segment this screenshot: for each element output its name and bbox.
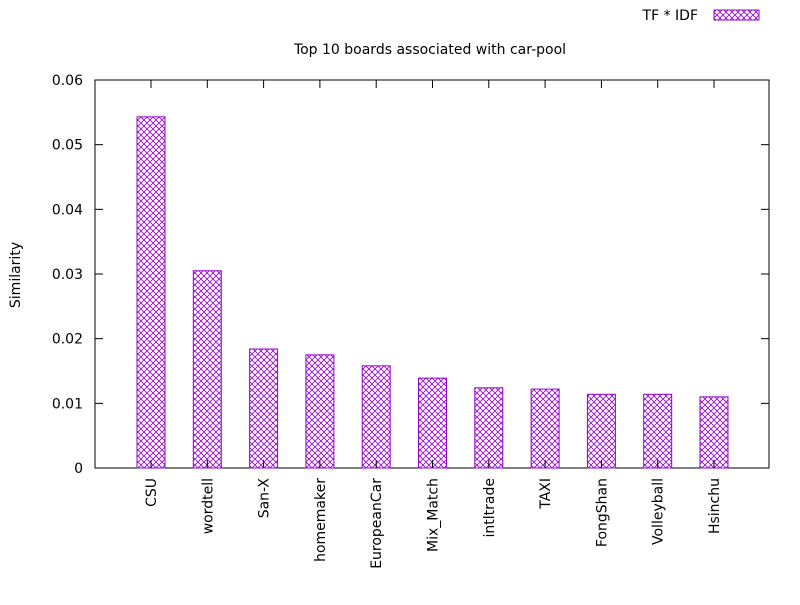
legend-swatch [713,9,760,21]
bar-mix_match [418,377,447,469]
bar-taxi [530,388,560,469]
bar-intltrade [474,387,504,469]
y-tick-label: 0 [74,461,83,477]
y-tick-label: 0.02 [52,332,83,348]
legend: TF * IDF [642,8,760,24]
x-tick-label: Mix_Match [426,478,442,552]
bar-hsinchu [699,396,729,469]
bar-wordtell [192,270,222,469]
y-tick-label: 0.03 [52,267,83,283]
x-tick-label: TAXI [538,478,554,510]
chart-title: Top 10 boards associated with car-pool [293,42,566,58]
y-tick-label: 0.05 [52,138,83,154]
x-tick-label: CSU [144,478,160,507]
x-tick-label: EuropeanCar [369,478,385,569]
x-tick-label: Hsinchu [707,478,723,534]
x-tick-label: intltrade [482,478,498,537]
y-axis: 0 0.01 0.02 0.03 0.04 0.05 0.06 [52,73,769,477]
y-tick-label: 0.06 [52,73,83,89]
y-tick-label: 0.01 [52,396,83,412]
bar-fongshan [586,393,616,469]
bar-san-x [249,348,279,469]
bars [136,116,729,469]
x-tick-label: Volleyball [651,478,667,545]
x-tick-label: wordtell [200,478,216,534]
x-tick-label: San-X [257,478,273,519]
x-tick-label: homemaker [313,478,329,562]
x-axis: CSU wordtell San-X homemaker EuropeanCar Mix_… [144,80,723,569]
bar-volleyball [643,393,673,469]
y-tick-label: 0.04 [52,202,83,218]
y-axis-title: Similarity [8,242,24,308]
x-tick-label: FongShan [594,478,610,547]
bar-europeancar [361,365,391,469]
legend-label: TF * IDF [642,8,698,24]
bar-csu [136,116,166,469]
bar-homemaker [305,354,335,469]
